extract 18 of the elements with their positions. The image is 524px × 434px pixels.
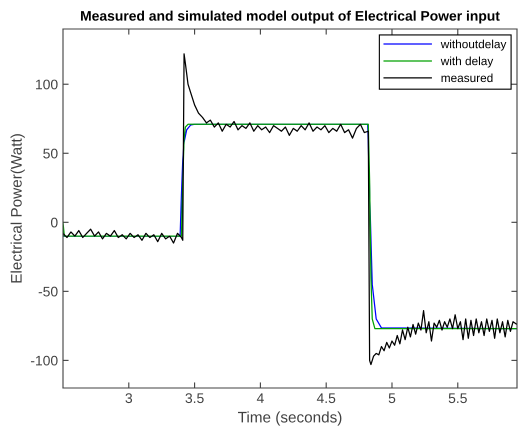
legend-label: with delay [440,56,494,68]
line-series [63,53,517,366]
x-tick-label: 4.5 [316,393,336,404]
y-tick-label: 0 [50,218,58,228]
x-tick-label: 5.5 [448,393,467,404]
x-tick-label: 4 [256,393,264,403]
y-tick-label: -100 [30,356,58,366]
x-tick-label: 5 [388,393,396,404]
legend-label: withoutdelay [440,40,506,51]
y-tick-label: -50 [38,286,58,297]
legend-label: measured [442,73,492,82]
y-tick-label: 50 [43,148,58,158]
x-tick-label: 3 [125,393,132,404]
chart-title: Measured and simulated model output of Electrical Power input [81,10,500,24]
x-tick-label: 3.5 [185,393,204,404]
y-axis-title: Electrical Power(Watt) [10,134,25,283]
y-tick-label: 100 [36,80,58,90]
x-axis-title: Time (seconds) [238,411,342,426]
